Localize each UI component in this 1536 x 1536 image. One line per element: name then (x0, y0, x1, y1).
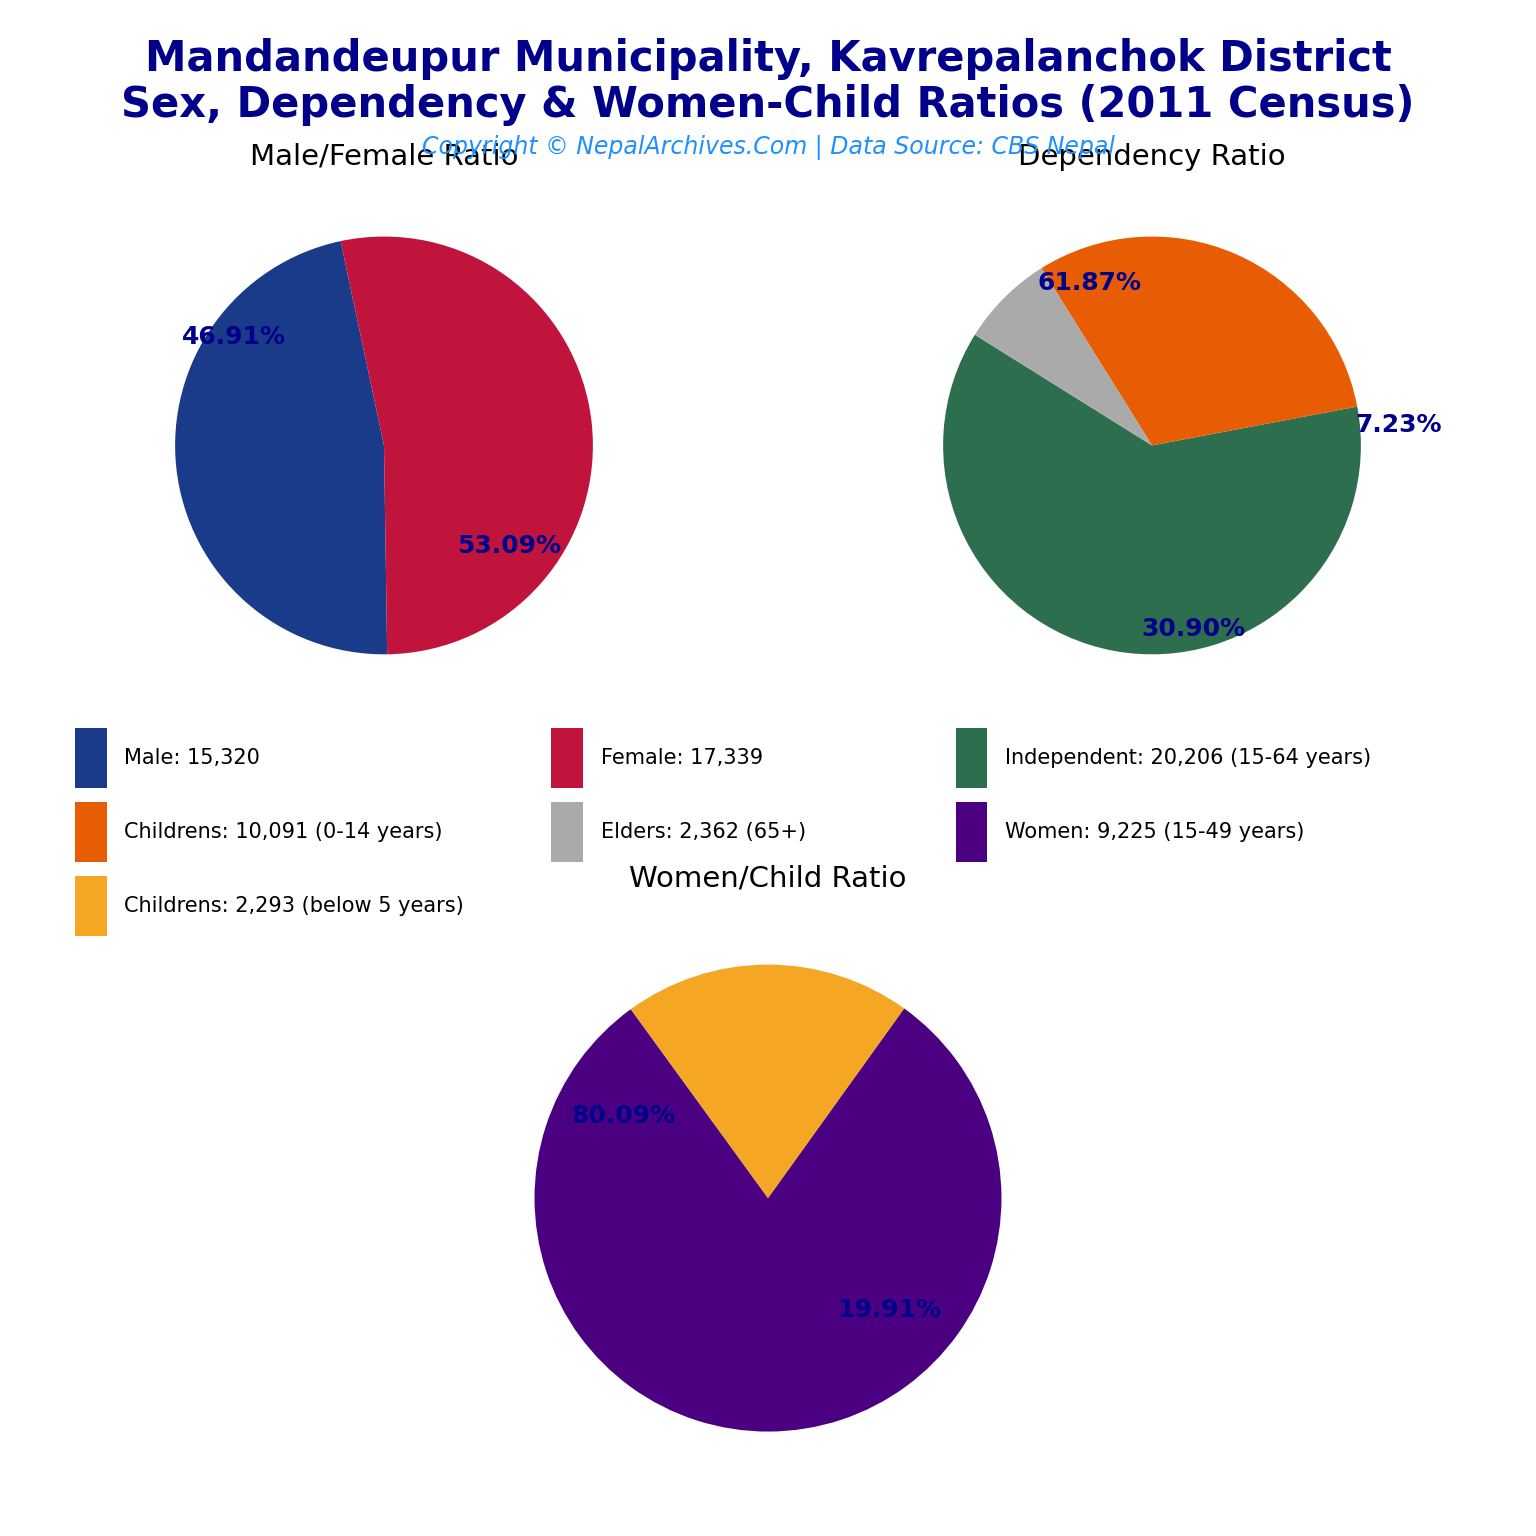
Text: Childrens: 2,293 (below 5 years): Childrens: 2,293 (below 5 years) (124, 895, 464, 915)
Wedge shape (341, 237, 593, 654)
Text: Sex, Dependency & Women-Child Ratios (2011 Census): Sex, Dependency & Women-Child Ratios (20… (121, 84, 1415, 126)
Text: Copyright © NepalArchives.Com | Data Source: CBS Nepal: Copyright © NepalArchives.Com | Data Sou… (421, 135, 1115, 160)
Wedge shape (535, 1009, 1001, 1432)
Title: Dependency Ratio: Dependency Ratio (1018, 143, 1286, 170)
Bar (551, 802, 584, 862)
Text: 80.09%: 80.09% (571, 1104, 676, 1129)
Text: Elders: 2,362 (65+): Elders: 2,362 (65+) (601, 822, 806, 842)
Title: Women/Child Ratio: Women/Child Ratio (630, 865, 906, 892)
Bar (955, 802, 988, 862)
Text: 53.09%: 53.09% (458, 533, 561, 558)
Bar (955, 728, 988, 788)
Text: 19.91%: 19.91% (837, 1298, 942, 1322)
Text: 46.91%: 46.91% (181, 324, 286, 349)
Bar (551, 728, 584, 788)
Text: Women: 9,225 (15-49 years): Women: 9,225 (15-49 years) (1005, 822, 1304, 842)
Text: Male: 15,320: Male: 15,320 (124, 748, 260, 768)
Wedge shape (975, 269, 1152, 445)
Text: Female: 17,339: Female: 17,339 (601, 748, 763, 768)
Bar (75, 802, 106, 862)
Wedge shape (1041, 237, 1358, 445)
Wedge shape (175, 241, 387, 654)
Wedge shape (943, 335, 1361, 654)
Title: Male/Female Ratio: Male/Female Ratio (250, 143, 518, 170)
Text: 61.87%: 61.87% (1037, 270, 1141, 295)
Text: 7.23%: 7.23% (1355, 413, 1442, 436)
Bar (75, 728, 106, 788)
Text: Independent: 20,206 (15-64 years): Independent: 20,206 (15-64 years) (1005, 748, 1372, 768)
Text: Childrens: 10,091 (0-14 years): Childrens: 10,091 (0-14 years) (124, 822, 442, 842)
Text: Mandandeupur Municipality, Kavrepalanchok District: Mandandeupur Municipality, Kavrepalancho… (144, 38, 1392, 80)
Bar (75, 876, 106, 935)
Text: 30.90%: 30.90% (1141, 617, 1246, 641)
Wedge shape (631, 965, 905, 1198)
